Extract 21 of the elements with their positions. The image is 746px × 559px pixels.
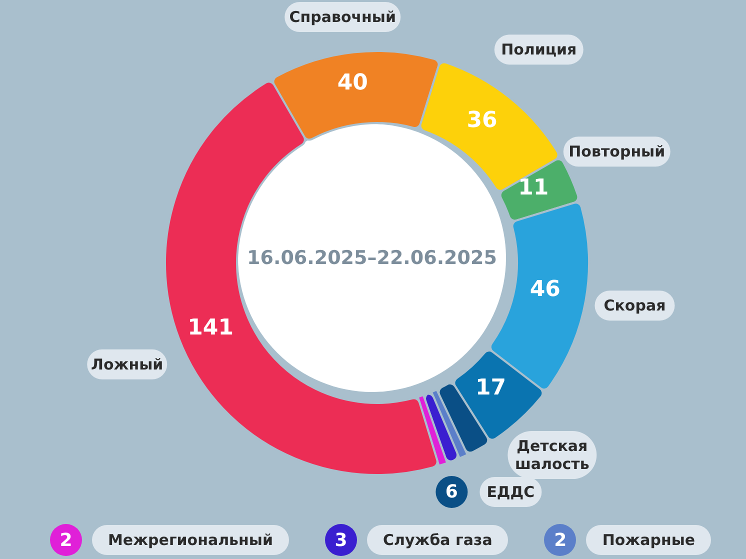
text: 16.06.2025–22.06.2025 — [247, 247, 497, 269]
slice-label: Детская шалость — [514, 437, 590, 474]
data-label: 46 — [530, 276, 560, 302]
data-label: 2 — [544, 524, 576, 556]
legend-label: Пожарные — [586, 525, 712, 555]
data-label: 3 — [325, 524, 357, 556]
legend-label: Служба газа — [367, 525, 508, 555]
slice-label: Повторный — [568, 142, 666, 161]
data-label: 6 — [445, 481, 458, 502]
slice-label: Скорая — [604, 296, 666, 315]
slice-label: Ложный — [91, 355, 164, 374]
slice-label: Справочный — [289, 8, 396, 26]
data-label: 141 — [188, 316, 234, 341]
data-label: 36 — [466, 108, 498, 134]
data-label: 17 — [475, 375, 506, 400]
data-label: 40 — [337, 70, 368, 96]
data-label: 11 — [518, 175, 549, 200]
legend-label: ЕДДС — [486, 482, 535, 501]
data-label: 2 — [50, 524, 82, 556]
legend-label: Межрегиональный — [92, 525, 289, 555]
slice-label: Полиция — [501, 40, 577, 59]
